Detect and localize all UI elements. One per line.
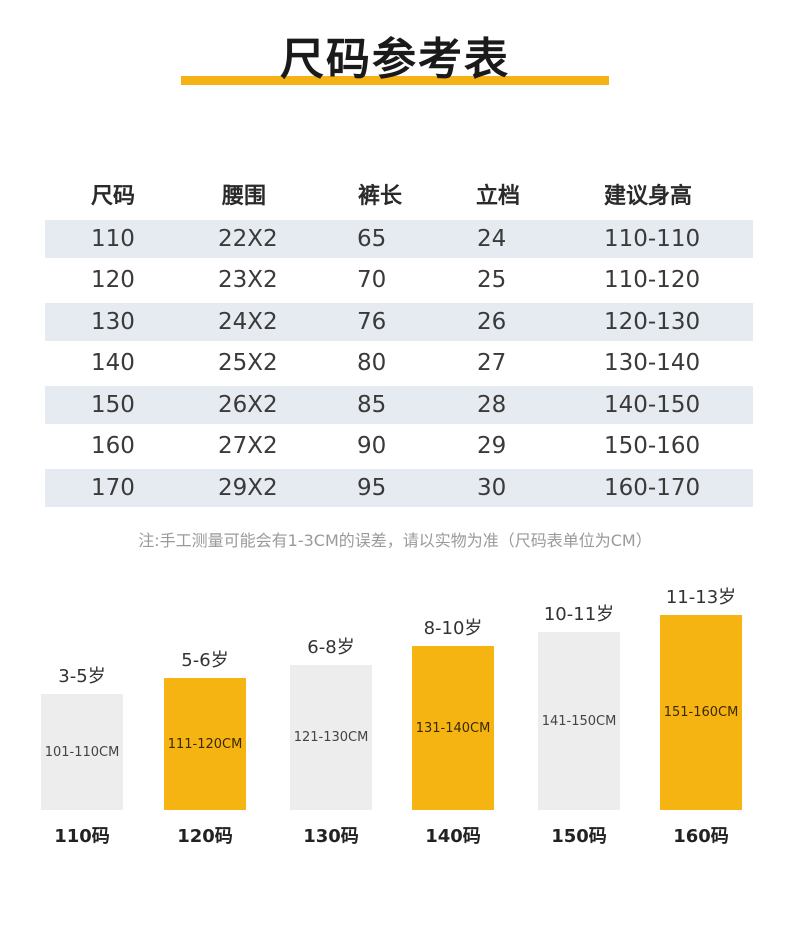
- cell-size: 110: [91, 225, 135, 252]
- table-row: 160 27X2 90 29 150-160: [45, 426, 753, 468]
- age-size-chart: 3-5岁 101-110CM 110码 5-6岁 111-120CM 120码 6-8岁 12…: [0, 560, 790, 860]
- size-label: 110码: [54, 826, 110, 847]
- table-row: 130 24X2 76 26 120-130: [45, 301, 753, 343]
- table-row: 150 26X2 85 28 140-150: [45, 384, 753, 426]
- cell-pants-length: 80: [357, 350, 387, 377]
- cell-size: 170: [91, 474, 135, 501]
- cell-suggested-height: 150-160: [604, 433, 701, 460]
- cell-pants-length: 65: [357, 225, 387, 252]
- table-header-row: 尺码 腰围 裤长 立档 建议身高: [45, 170, 753, 218]
- age-label: 5-6岁: [181, 650, 229, 671]
- height-range-label: 151-160CM: [663, 705, 739, 720]
- size-bar: 121-130CM: [290, 665, 372, 810]
- page-title: 尺码参考表: [280, 34, 510, 85]
- size-bar: 131-140CM: [412, 646, 494, 810]
- cell-rise: 27: [477, 350, 507, 377]
- size-bar: 111-120CM: [164, 678, 246, 810]
- height-range-label: 101-110CM: [44, 744, 120, 760]
- measurement-note: 注:手工测量可能会有1-3CM的误差，请以实物为准（尺码表单位为CM）: [138, 531, 652, 550]
- size-bar-group: 5-6岁 111-120CM 120码: [164, 560, 246, 860]
- height-range-label: 141-150CM: [541, 713, 617, 729]
- cell-waist: 26X2: [218, 391, 278, 418]
- cell-waist: 24X2: [218, 308, 278, 335]
- cell-rise: 26: [477, 308, 507, 335]
- height-range-label: 121-130CM: [293, 730, 369, 745]
- title-underline: [181, 76, 609, 85]
- size-label: 150码: [551, 826, 607, 847]
- cell-size: 130: [91, 308, 135, 335]
- cell-suggested-height: 110-110: [604, 225, 701, 252]
- size-bar-group: 8-10岁 131-140CM 140码: [412, 560, 494, 860]
- size-bar: 151-160CM: [660, 615, 742, 810]
- header-waist: 腰围: [222, 184, 267, 209]
- size-label: 140码: [425, 826, 481, 847]
- cell-pants-length: 95: [357, 474, 387, 501]
- age-label: 3-5岁: [58, 666, 106, 687]
- cell-suggested-height: 130-140: [604, 350, 701, 377]
- size-bar: 141-150CM: [538, 632, 620, 810]
- size-bar-group: 11-13岁 151-160CM 160码: [660, 560, 742, 860]
- cell-waist: 23X2: [218, 267, 278, 294]
- size-label: 130码: [303, 826, 359, 847]
- title-section: 尺码参考表: [0, 30, 790, 100]
- size-table: 尺码 腰围 裤长 立档 建议身高 110 22X2 65 24 110-110 …: [45, 170, 753, 509]
- size-bar-group: 10-11岁 141-150CM 150码: [538, 560, 620, 860]
- height-range-label: 131-140CM: [415, 720, 491, 736]
- cell-rise: 28: [477, 391, 507, 418]
- age-label: 6-8岁: [307, 637, 355, 658]
- header-size: 尺码: [91, 184, 136, 209]
- cell-suggested-height: 140-150: [604, 391, 701, 418]
- cell-waist: 25X2: [218, 350, 278, 377]
- cell-suggested-height: 160-170: [604, 474, 701, 501]
- size-bar-group: 3-5岁 101-110CM 110码: [41, 560, 123, 860]
- cell-pants-length: 85: [357, 391, 387, 418]
- cell-rise: 29: [477, 433, 507, 460]
- header-suggested-height: 建议身高: [604, 184, 693, 209]
- size-label: 160码: [673, 826, 729, 847]
- cell-size: 120: [91, 267, 135, 294]
- cell-rise: 25: [477, 267, 507, 294]
- cell-waist: 29X2: [218, 474, 278, 501]
- age-label: 11-13岁: [665, 587, 737, 608]
- cell-pants-length: 76: [357, 308, 387, 335]
- table-row: 110 22X2 65 24 110-110: [45, 218, 753, 260]
- height-range-label: 111-120CM: [167, 736, 243, 752]
- cell-waist: 22X2: [218, 225, 278, 252]
- size-bar-group: 6-8岁 121-130CM 130码: [290, 560, 372, 860]
- size-label: 120码: [177, 826, 233, 847]
- cell-rise: 24: [477, 225, 507, 252]
- cell-size: 160: [91, 433, 135, 460]
- table-row: 120 23X2 70 25 110-120: [45, 260, 753, 302]
- cell-suggested-height: 120-130: [604, 308, 701, 335]
- cell-suggested-height: 110-120: [604, 267, 701, 294]
- cell-pants-length: 90: [357, 433, 387, 460]
- cell-size: 150: [91, 391, 135, 418]
- table-row: 140 25X2 80 27 130-140: [45, 343, 753, 385]
- header-rise: 立档: [476, 184, 521, 209]
- age-label: 8-10岁: [423, 618, 483, 639]
- table-row: 170 29X2 95 30 160-170: [45, 467, 753, 509]
- cell-waist: 27X2: [218, 433, 278, 460]
- header-pants-length: 裤长: [358, 184, 403, 209]
- size-bar: 101-110CM: [41, 694, 123, 810]
- cell-rise: 30: [477, 474, 507, 501]
- cell-size: 140: [91, 350, 135, 377]
- age-label: 10-11岁: [543, 604, 615, 625]
- cell-pants-length: 70: [357, 267, 387, 294]
